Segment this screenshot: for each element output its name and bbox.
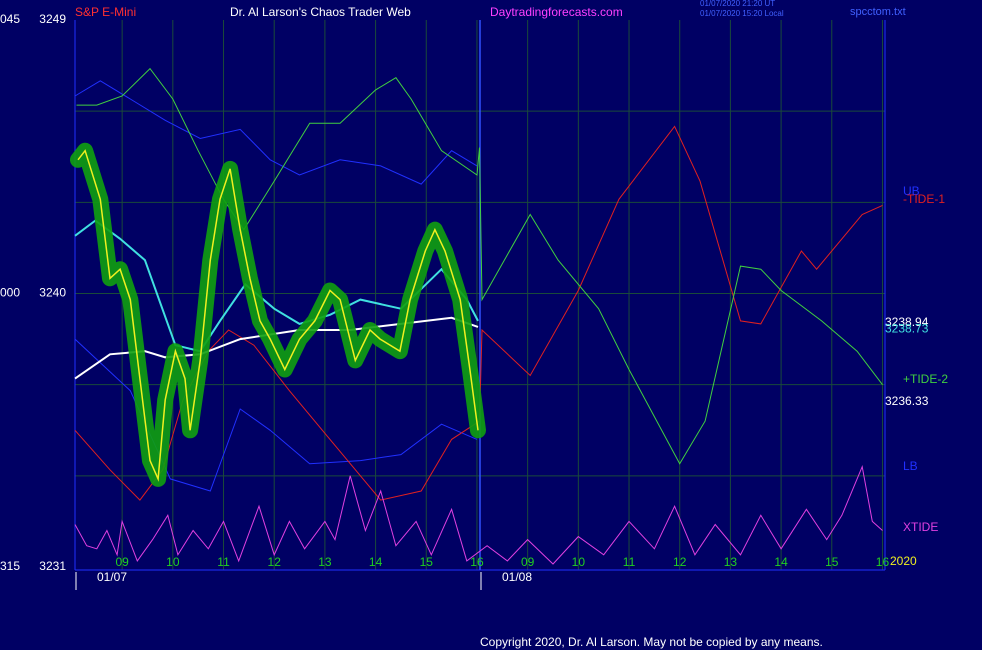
x-tick-label: 11 — [217, 555, 230, 569]
y-tick-label: 3231 — [39, 559, 66, 573]
x-tick-label: 16 — [470, 555, 484, 569]
y-tick-label: 3249 — [39, 12, 66, 26]
copyright: Copyright 2020, Dr. Al Larson. May not b… — [480, 635, 823, 649]
series-label: -TIDE-1 — [903, 192, 945, 206]
series-line — [77, 149, 479, 482]
x-tick-label: 12 — [268, 555, 282, 569]
x-tick-label: 11 — [623, 555, 636, 569]
date-label: 01/08 — [502, 570, 532, 584]
x-tick-label: 13 — [724, 555, 738, 569]
corner-label: 2020 — [890, 554, 917, 568]
timestamp: 01/07/2020 21:20 UT — [700, 0, 775, 8]
x-tick-label: 14 — [369, 555, 383, 569]
y-tick-label: 3240 — [39, 286, 66, 300]
chart-title: Dr. Al Larson's Chaos Trader Web — [230, 5, 411, 19]
symbol: S&P E-Mini — [75, 5, 136, 19]
price-label: 3238.94 — [885, 315, 929, 329]
site: Daytradingforecasts.com — [490, 5, 623, 19]
x-tick-label: 15 — [825, 555, 839, 569]
series-label: XTIDE — [903, 520, 938, 534]
series-label: UB — [903, 184, 920, 198]
x-tick-label: 09 — [115, 555, 129, 569]
grid — [74, 20, 886, 571]
series-label: LB — [903, 459, 918, 473]
price-label: 3238.73 — [885, 321, 929, 335]
angle-label: 045 — [0, 12, 20, 26]
x-tick-label: 15 — [420, 555, 434, 569]
x-tick-label: 09 — [521, 555, 535, 569]
x-tick-label: 12 — [673, 555, 687, 569]
labels: 3231 315 3240 000 3249 045 09 10 11 12 13 14 15 16 09 1… — [0, 12, 948, 590]
x-tick-label: 10 — [166, 555, 180, 569]
series-line — [76, 67, 883, 465]
file-name: spcctom.txt — [850, 6, 906, 18]
x-tick-label: 13 — [318, 555, 332, 569]
series-line — [74, 464, 883, 565]
x-tick-label: 16 — [876, 555, 890, 569]
price-label: 3236.33 — [885, 394, 929, 408]
series-label: +TIDE-2 — [903, 372, 948, 386]
x-tick-label: 10 — [572, 555, 586, 569]
plot — [70, 67, 883, 565]
timestamp: 01/07/2020 15:20 Local — [700, 9, 784, 18]
x-tick-label: 14 — [774, 555, 788, 569]
angle-label: 000 — [0, 286, 20, 300]
angle-label: 315 — [0, 559, 20, 573]
date-label: 01/07 — [97, 570, 127, 584]
series-line — [74, 80, 478, 185]
